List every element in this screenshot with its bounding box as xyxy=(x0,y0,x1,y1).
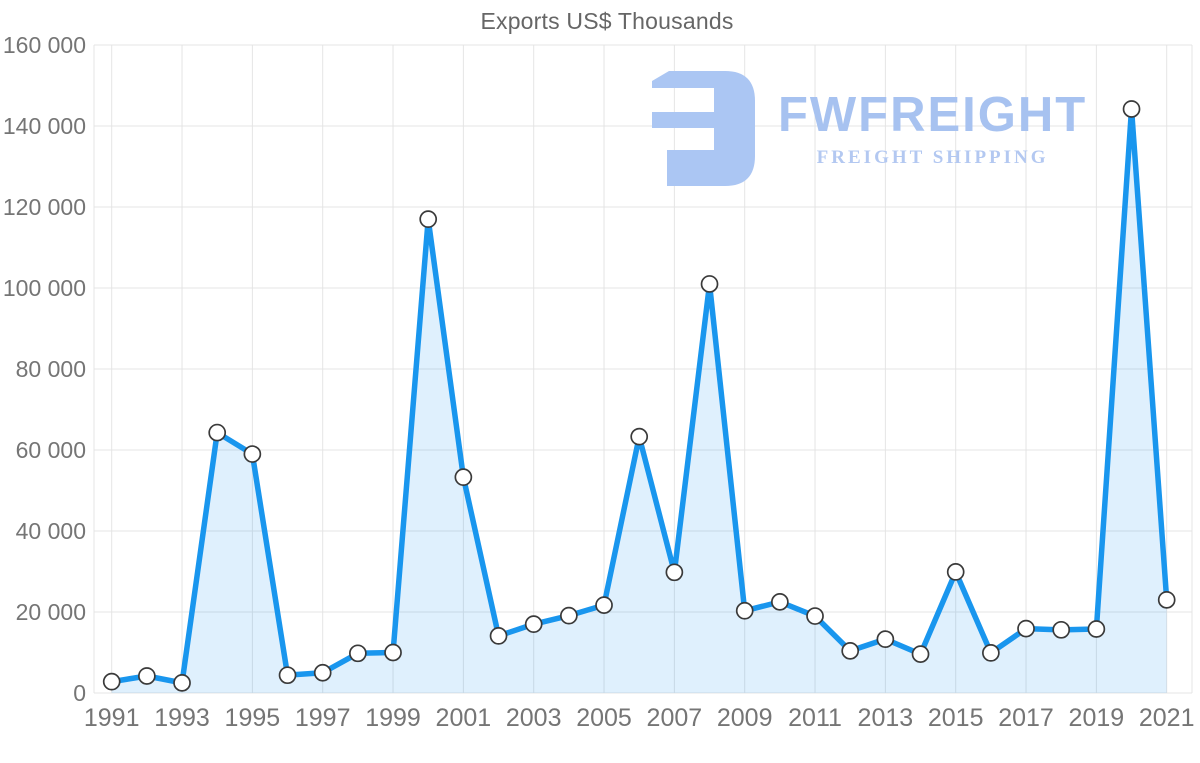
y-axis-tick-label: 140 000 xyxy=(3,113,86,139)
series-area-fill xyxy=(111,108,1167,694)
data-point-2020[interactable] xyxy=(1122,100,1141,118)
data-point-1996[interactable] xyxy=(278,666,297,685)
chart-title: Exports US$ Thousands xyxy=(480,8,734,34)
x-axis-tick-label: 2005 xyxy=(576,704,632,732)
data-point-2001[interactable] xyxy=(454,468,473,486)
x-axis-tick-label: 2007 xyxy=(647,704,703,732)
x-axis-tick-label: 2019 xyxy=(1069,704,1125,732)
data-point-1994[interactable] xyxy=(208,423,227,442)
data-point-2004[interactable] xyxy=(560,606,578,625)
data-point-2002[interactable] xyxy=(489,627,508,645)
data-point-2007[interactable] xyxy=(665,563,684,582)
data-point-1991[interactable] xyxy=(102,672,121,691)
data-point-2021[interactable] xyxy=(1157,590,1176,609)
x-axis-tick-label: 2015 xyxy=(928,704,984,732)
data-point-2005[interactable] xyxy=(595,596,613,614)
x-axis-tick-label: 2001 xyxy=(436,704,492,732)
y-axis-tick-label: 100 000 xyxy=(3,275,86,301)
data-point-2018[interactable] xyxy=(1052,620,1071,639)
y-axis-tick-label: 40 000 xyxy=(16,518,86,544)
data-point-2008[interactable] xyxy=(700,275,719,293)
data-point-2003[interactable] xyxy=(524,615,543,634)
data-point-2019[interactable] xyxy=(1087,620,1106,638)
data-point-2017[interactable] xyxy=(1017,619,1035,638)
y-axis-tick-label: 20 000 xyxy=(16,599,86,625)
data-point-1998[interactable] xyxy=(349,644,367,663)
x-axis-tick-label: 2017 xyxy=(998,704,1054,732)
x-axis-tick-label: 2011 xyxy=(788,704,842,732)
data-point-2010[interactable] xyxy=(771,593,789,611)
x-axis-tick-label: 1993 xyxy=(154,704,210,732)
data-point-2006[interactable] xyxy=(630,427,649,446)
data-point-1999[interactable] xyxy=(384,643,402,662)
data-point-2014[interactable] xyxy=(911,645,930,663)
y-axis-tick-label: 0 xyxy=(73,680,86,706)
x-axis-tick-label: 2021 xyxy=(1139,704,1195,732)
data-point-2016[interactable] xyxy=(982,644,1000,662)
x-axis-tick-label: 2009 xyxy=(717,704,773,732)
x-axis-tick-label: 2013 xyxy=(858,704,914,732)
y-axis-tick-label: 120 000 xyxy=(3,194,86,220)
data-point-2000[interactable] xyxy=(419,210,438,228)
data-point-1995[interactable] xyxy=(243,445,262,463)
data-point-2012[interactable] xyxy=(841,642,860,660)
x-axis-tick-label: 1997 xyxy=(295,704,351,732)
x-axis-tick-label: 2003 xyxy=(506,704,562,732)
data-point-2011[interactable] xyxy=(806,607,824,625)
y-axis-tick-label: 60 000 xyxy=(16,437,86,463)
data-point-2009[interactable] xyxy=(735,601,754,620)
x-axis-tick-label: 1995 xyxy=(225,704,281,732)
y-axis-tick-label: 160 000 xyxy=(3,32,86,58)
data-point-2015[interactable] xyxy=(946,563,965,581)
data-point-2013[interactable] xyxy=(876,630,895,648)
x-axis-tick-label: 1999 xyxy=(365,704,421,732)
data-point-1992[interactable] xyxy=(138,667,156,685)
data-point-1993[interactable] xyxy=(173,674,191,692)
x-axis-tick-label: 1991 xyxy=(84,704,140,732)
y-axis-tick-label: 80 000 xyxy=(16,356,86,382)
data-point-1997[interactable] xyxy=(313,663,332,682)
